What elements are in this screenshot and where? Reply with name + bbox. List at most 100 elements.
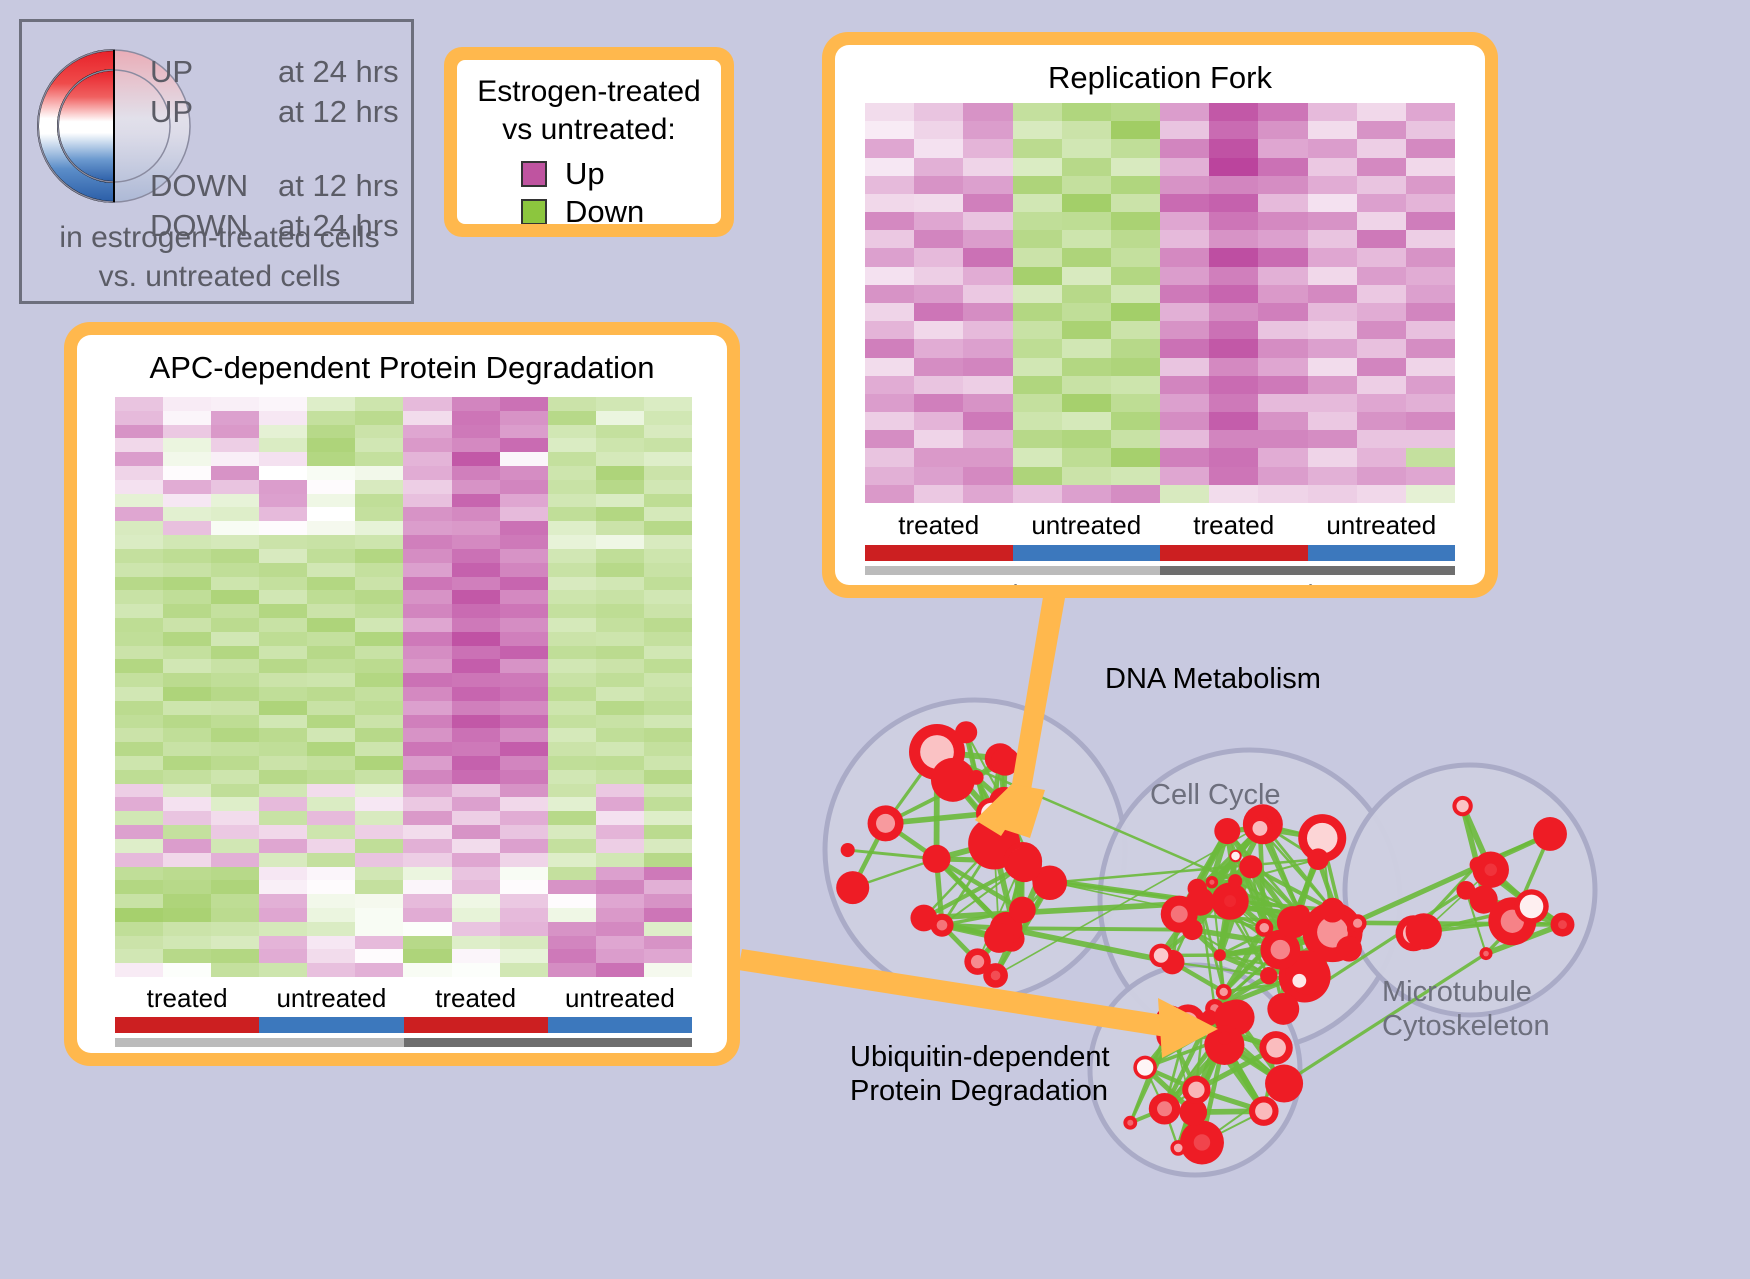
heatmap-cell	[547, 880, 596, 895]
heatmap-cell	[307, 714, 356, 729]
heatmap-group-label: untreated	[1031, 510, 1142, 540]
heatmap-cell	[163, 617, 212, 632]
heatmap-cell	[1061, 193, 1111, 213]
heatmap-cell	[211, 645, 260, 660]
heatmap-cell	[451, 479, 500, 494]
heatmap-cell	[1356, 248, 1406, 267]
heatmap-cell	[499, 825, 548, 839]
heatmap-cell	[1356, 321, 1406, 340]
network-edge	[922, 862, 1026, 920]
heatmap-cell	[963, 357, 1013, 376]
legend-swatch-up-icon	[521, 161, 547, 187]
key-direction: UP	[150, 54, 194, 89]
heatmap-cell	[259, 438, 308, 453]
heatmap-cell	[499, 631, 548, 646]
heatmap-cell	[307, 673, 356, 687]
heatmap-cell	[499, 645, 548, 660]
heatmap-cell	[963, 284, 1013, 303]
heatmap-cell	[595, 548, 644, 563]
heatmap-cell	[403, 479, 452, 494]
heatmap-group-bar-segment	[1307, 545, 1455, 561]
heatmap-cell	[1405, 248, 1455, 267]
heatmap-cell	[1356, 393, 1406, 413]
heatmap-cell	[259, 907, 308, 922]
heatmap-cell	[547, 604, 596, 618]
heatmap-cell	[643, 604, 692, 618]
heatmap-cell	[1258, 321, 1308, 340]
heatmap-cell	[643, 479, 692, 494]
heatmap-cell	[1307, 412, 1357, 431]
network-node-core	[1292, 973, 1307, 988]
heatmap-cell	[211, 838, 260, 853]
heatmap-cell	[451, 811, 500, 826]
heatmap-cell	[865, 266, 915, 285]
network-node-core	[1266, 1037, 1286, 1058]
heatmap-cell	[211, 424, 260, 439]
heatmap-cell	[547, 452, 596, 467]
network-svg	[822, 697, 1598, 1178]
heatmap-cell	[211, 521, 260, 536]
heatmap-cell	[547, 700, 596, 715]
heatmap-cell	[595, 825, 644, 839]
heatmap-cell	[1258, 375, 1308, 394]
heatmap-cell	[595, 479, 644, 494]
heatmap-cell	[115, 479, 164, 494]
heatmap-cell	[1110, 357, 1160, 376]
heatmap-cell	[865, 103, 915, 122]
heatmap-cell	[307, 797, 356, 812]
network-node	[1186, 887, 1215, 916]
heatmap-cell	[1110, 393, 1160, 413]
heatmap-cell	[403, 659, 452, 674]
heatmap-cell	[1258, 193, 1308, 213]
heatmap-cell	[499, 949, 548, 964]
network-node-core	[1188, 1081, 1205, 1099]
key-time: at 24 hrs	[278, 54, 399, 89]
heatmap-cell	[211, 728, 260, 743]
heatmap-cell	[547, 438, 596, 453]
heatmap-cell	[499, 535, 548, 549]
heatmap-cell	[355, 535, 404, 549]
heatmap-cell	[914, 266, 964, 285]
heatmap-cell	[595, 728, 644, 743]
heatmap-cell	[499, 756, 548, 770]
heatmap-time-bar-segment	[115, 1038, 404, 1047]
heatmap-cell	[451, 880, 500, 895]
heatmap-cell	[403, 631, 452, 646]
heatmap-cell	[1307, 448, 1357, 467]
heatmap-cell	[1012, 357, 1062, 376]
heatmap-cell	[1160, 412, 1210, 431]
heatmap-cell	[595, 397, 644, 411]
heatmap-cell	[643, 921, 692, 936]
heatmap-cell	[115, 921, 164, 936]
heatmap-cell	[355, 935, 404, 950]
network-node-core	[981, 802, 1003, 824]
heatmap-cell	[451, 728, 500, 743]
network-edge	[1006, 926, 1193, 932]
heatmap-cell	[307, 424, 356, 439]
network-node-core	[1157, 1101, 1173, 1117]
heatmap-cell	[595, 576, 644, 591]
heatmap-cell	[1356, 212, 1406, 231]
heatmap-cell	[451, 493, 500, 508]
heatmap-cell	[547, 617, 596, 632]
heatmap-cell	[643, 728, 692, 743]
heatmap-cell	[259, 631, 308, 646]
heatmap-cell	[547, 535, 596, 549]
heatmap-cell	[259, 756, 308, 770]
heatmap-cell	[643, 548, 692, 563]
network-node	[1009, 896, 1036, 924]
color-key-row: DOWN at 24 hrs	[150, 206, 410, 246]
heatmap-cell	[595, 590, 644, 605]
heatmap-cell	[914, 230, 964, 249]
heatmap-cell	[865, 393, 915, 413]
heatmap-cell	[259, 535, 308, 549]
heatmap-cell	[211, 659, 260, 674]
heatmap-cell	[163, 880, 212, 895]
heatmap-cell	[1307, 103, 1357, 122]
legend-panel-inner: Estrogen-treated vs untreated: Up Down	[457, 60, 721, 224]
heatmap-cell	[643, 797, 692, 812]
heatmap-cell	[1258, 357, 1308, 376]
heatmap-cell	[963, 175, 1013, 194]
heatmap-cell	[1209, 121, 1259, 140]
heatmap-cell	[259, 866, 308, 881]
